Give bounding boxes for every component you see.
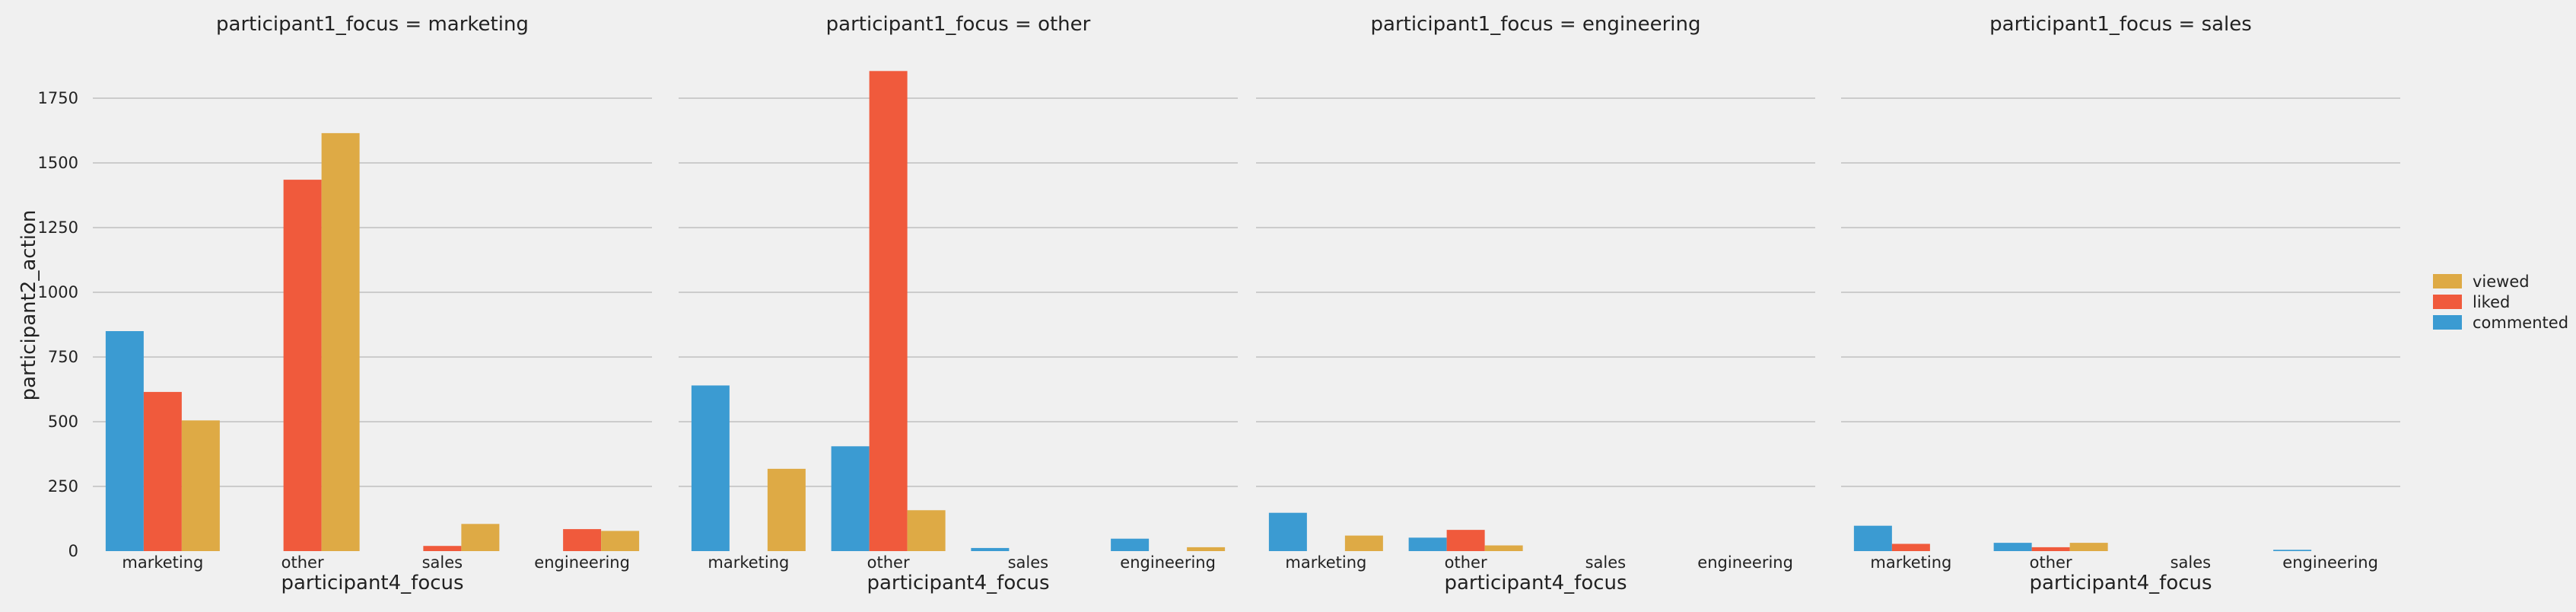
facet-panel-0: participant1_focus = marketing marketing o… xyxy=(93,13,652,594)
x-axis-label: participant4_focus xyxy=(1444,572,1627,594)
bar-liked-other xyxy=(283,180,322,551)
y-tick-label: 1000 xyxy=(38,283,78,301)
bar-viewed-marketing xyxy=(767,468,806,551)
x-tick-label: marketing xyxy=(1285,553,1366,572)
facet-title: participant1_focus = engineering xyxy=(1371,13,1701,36)
bar-commented-other xyxy=(1408,537,1447,551)
bar-liked-marketing xyxy=(143,391,182,551)
bar-viewed-other xyxy=(2069,543,2108,551)
y-tick-label: 1750 xyxy=(38,89,78,107)
bar-commented-engineering xyxy=(1111,538,1150,551)
x-axis-label: participant4_focus xyxy=(867,572,1049,594)
legend-label: viewed xyxy=(2473,273,2530,291)
facet-panel-1: participant1_focus = other marketing other… xyxy=(679,13,1238,594)
y-tick-label: 750 xyxy=(48,348,78,366)
bar-liked-engineering xyxy=(563,529,602,551)
legend: viewed liked commented xyxy=(2433,273,2568,332)
x-tick-label: other xyxy=(2030,553,2072,572)
x-tick-label: marketing xyxy=(1870,553,1951,572)
legend-swatch-commented xyxy=(2433,315,2462,330)
legend-swatch-liked xyxy=(2433,295,2462,309)
x-tick-label: engineering xyxy=(2282,553,2378,572)
bar-liked-marketing xyxy=(1891,543,1930,551)
y-axis-label: participant2_action xyxy=(17,210,40,401)
bar-commented-other xyxy=(1993,543,2032,551)
x-tick-label: other xyxy=(281,553,324,572)
legend-swatch-viewed xyxy=(2433,274,2462,288)
bar-commented-sales xyxy=(971,547,1010,551)
bar-liked-sales xyxy=(423,546,462,551)
bar-commented-marketing xyxy=(1268,512,1307,551)
facet-title: participant1_focus = marketing xyxy=(216,13,529,36)
x-tick-label: engineering xyxy=(1120,553,1216,572)
y-tick-label: 1500 xyxy=(38,154,78,172)
x-tick-label: sales xyxy=(1585,553,1627,572)
bar-liked-other xyxy=(2031,547,2070,551)
x-tick-label: other xyxy=(867,553,910,572)
x-axis-label: participant4_focus xyxy=(2029,572,2212,594)
legend-label: liked xyxy=(2473,293,2510,311)
bar-viewed-engineering xyxy=(1187,547,1226,551)
facet-title: participant1_focus = sales xyxy=(1989,13,2252,36)
facet-title: participant1_focus = other xyxy=(826,13,1091,36)
bar-viewed-engineering xyxy=(601,531,640,551)
x-tick-label: engineering xyxy=(1697,553,1793,572)
bar-liked-other xyxy=(869,71,908,552)
x-tick-label: marketing xyxy=(708,553,789,572)
x-tick-label: sales xyxy=(2171,553,2212,572)
bar-viewed-sales xyxy=(461,524,500,551)
x-tick-label: engineering xyxy=(534,553,630,572)
y-tick-label: 1250 xyxy=(38,218,78,237)
y-tick-label: 0 xyxy=(68,542,78,560)
bar-viewed-other xyxy=(907,510,946,551)
facet-panel-2: participant1_focus = engineering marketin… xyxy=(1256,13,1815,594)
bar-commented-engineering xyxy=(2273,550,2312,551)
y-tick-label: 500 xyxy=(48,413,78,431)
x-tick-label: marketing xyxy=(122,553,203,572)
bar-commented-marketing xyxy=(1853,525,1892,551)
bar-viewed-marketing xyxy=(181,420,220,551)
bar-liked-other xyxy=(1446,530,1485,551)
bar-viewed-marketing xyxy=(1344,535,1383,551)
x-tick-label: sales xyxy=(422,553,463,572)
bar-commented-other xyxy=(831,446,870,551)
x-tick-label: other xyxy=(1445,553,1487,572)
x-axis-label: participant4_focus xyxy=(281,572,463,594)
bar-viewed-other xyxy=(1484,545,1523,551)
facet-panel-3: participant1_focus = sales marketing other… xyxy=(1841,13,2400,594)
x-tick-label: sales xyxy=(1008,553,1049,572)
bar-commented-marketing xyxy=(691,385,730,551)
y-tick-label: 250 xyxy=(48,477,78,496)
legend-label: commented xyxy=(2473,314,2568,332)
bar-commented-marketing xyxy=(105,331,144,551)
bar-viewed-other xyxy=(321,132,360,551)
